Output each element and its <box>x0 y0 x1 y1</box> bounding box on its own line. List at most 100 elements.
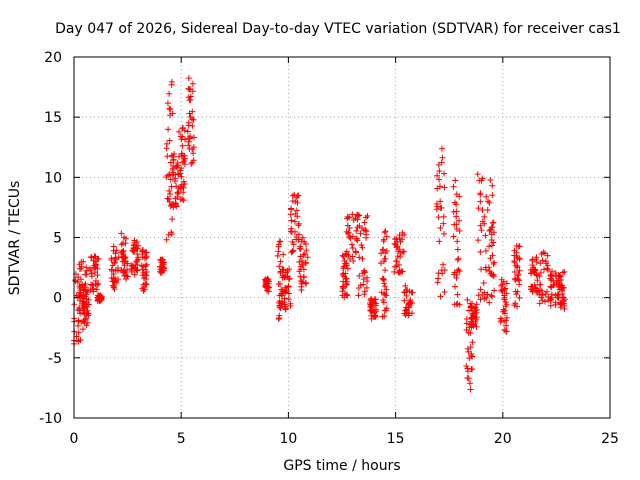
data-point <box>160 259 167 266</box>
data-point <box>274 252 281 259</box>
data-point <box>435 275 442 282</box>
y-tick-label: -10 <box>39 411 62 427</box>
data-point <box>407 296 414 303</box>
data-point <box>480 279 487 286</box>
data-point <box>454 238 461 245</box>
data-point <box>179 196 186 203</box>
data-point <box>293 207 300 214</box>
data-point <box>353 235 360 242</box>
data-point <box>438 159 445 166</box>
y-tick-labels: -10 -5 0 5 10 15 20 <box>39 50 62 427</box>
data-point <box>90 281 97 288</box>
data-point <box>473 323 480 330</box>
data-point <box>185 85 192 92</box>
data-point <box>361 288 368 295</box>
data-point <box>164 195 171 202</box>
data-point <box>541 266 548 273</box>
data-point <box>81 300 88 307</box>
data-point <box>277 280 284 287</box>
data-point <box>512 276 519 283</box>
data-point <box>477 286 484 293</box>
data-point <box>344 213 351 220</box>
data-point <box>296 259 303 266</box>
data-point <box>464 296 471 303</box>
data-point <box>453 213 460 220</box>
data-point <box>489 252 496 259</box>
data-point <box>363 234 370 241</box>
y-tick-label: 20 <box>44 50 62 66</box>
data-point <box>536 288 543 295</box>
data-point <box>142 280 149 287</box>
data-point <box>381 283 388 290</box>
data-point <box>165 196 172 203</box>
data-point <box>499 281 506 288</box>
data-point <box>539 297 546 304</box>
data-point <box>140 287 147 294</box>
data-point <box>468 304 475 311</box>
data-point <box>163 174 170 181</box>
data-point <box>82 271 89 278</box>
data-point <box>280 266 287 273</box>
data-point <box>438 204 445 211</box>
data-point <box>170 156 177 163</box>
data-point <box>486 299 493 306</box>
data-point <box>75 329 82 336</box>
data-point <box>548 284 555 291</box>
data-point <box>178 165 185 172</box>
data-point <box>77 287 84 294</box>
data-point <box>500 306 507 313</box>
data-point <box>95 280 102 287</box>
data-point <box>363 214 370 221</box>
data-point <box>497 318 504 325</box>
data-point <box>289 248 296 255</box>
data-point <box>80 294 87 301</box>
data-point <box>512 262 519 269</box>
data-point <box>394 239 401 246</box>
data-point <box>503 280 510 287</box>
data-point <box>391 235 398 242</box>
data-point <box>501 307 508 314</box>
data-point <box>381 280 388 287</box>
data-point <box>382 256 389 263</box>
data-point <box>515 271 522 278</box>
data-point <box>190 134 197 141</box>
data-point <box>377 260 384 267</box>
data-point <box>177 185 184 192</box>
data-point <box>511 268 518 275</box>
data-point <box>109 262 116 269</box>
data-point <box>294 213 301 220</box>
data-point <box>489 219 496 226</box>
data-point <box>399 229 406 236</box>
y-tick-label: 5 <box>53 231 62 247</box>
data-point <box>298 287 305 294</box>
data-point <box>296 245 303 252</box>
data-point <box>287 228 294 235</box>
data-point <box>477 198 484 205</box>
data-point <box>529 256 536 263</box>
data-point <box>172 175 179 182</box>
data-point <box>371 299 378 306</box>
data-points <box>71 75 568 393</box>
data-point <box>397 249 404 256</box>
data-point <box>182 136 189 143</box>
data-point <box>80 258 87 265</box>
data-point <box>277 258 284 265</box>
data-point <box>341 263 348 270</box>
data-point <box>118 230 125 237</box>
x-tick-label: 20 <box>494 431 512 447</box>
data-point <box>287 211 294 218</box>
data-point <box>179 133 186 140</box>
data-point <box>279 301 286 308</box>
data-point <box>284 273 291 280</box>
data-point <box>370 314 377 321</box>
data-point <box>344 265 351 272</box>
data-point <box>463 320 470 327</box>
data-point <box>360 276 367 283</box>
data-point <box>498 287 505 294</box>
data-point <box>262 279 269 286</box>
data-point <box>172 200 179 207</box>
data-point <box>437 224 444 231</box>
data-point <box>131 271 138 278</box>
data-point <box>552 299 559 306</box>
data-point <box>488 237 495 244</box>
